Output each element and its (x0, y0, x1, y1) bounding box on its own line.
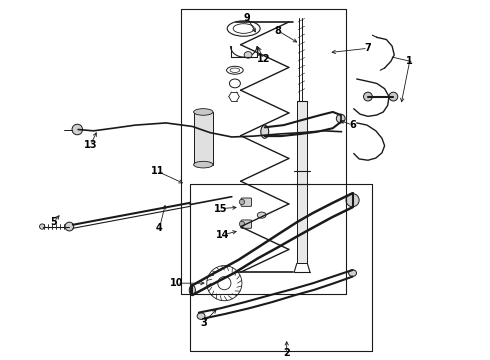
Text: 3: 3 (200, 318, 207, 328)
Text: 7: 7 (365, 43, 371, 53)
Text: 1: 1 (406, 57, 413, 67)
FancyBboxPatch shape (241, 198, 251, 206)
Text: 6: 6 (349, 120, 356, 130)
FancyBboxPatch shape (241, 220, 251, 228)
Ellipse shape (194, 161, 213, 168)
Ellipse shape (244, 51, 252, 58)
Circle shape (389, 92, 398, 101)
Text: 11: 11 (150, 166, 164, 176)
Circle shape (72, 124, 82, 135)
Bar (297, 101, 307, 264)
Circle shape (239, 199, 245, 204)
Text: 13: 13 (84, 140, 97, 150)
Circle shape (40, 224, 45, 229)
Circle shape (336, 114, 345, 123)
Circle shape (346, 194, 359, 207)
Circle shape (239, 221, 245, 226)
Ellipse shape (261, 125, 269, 138)
Text: 15: 15 (214, 203, 227, 213)
Text: 4: 4 (156, 223, 163, 233)
Ellipse shape (194, 109, 213, 115)
Ellipse shape (348, 270, 357, 276)
Bar (194, 112, 213, 165)
Ellipse shape (197, 313, 205, 319)
Text: 14: 14 (216, 230, 230, 240)
Ellipse shape (257, 212, 266, 218)
Ellipse shape (189, 285, 196, 295)
Text: 9: 9 (244, 13, 250, 23)
Text: 8: 8 (274, 26, 281, 36)
Text: 2: 2 (283, 348, 290, 359)
Text: 12: 12 (257, 54, 270, 64)
Text: 5: 5 (50, 217, 57, 227)
Text: 10: 10 (170, 278, 184, 288)
Circle shape (65, 222, 74, 231)
Circle shape (364, 92, 372, 101)
